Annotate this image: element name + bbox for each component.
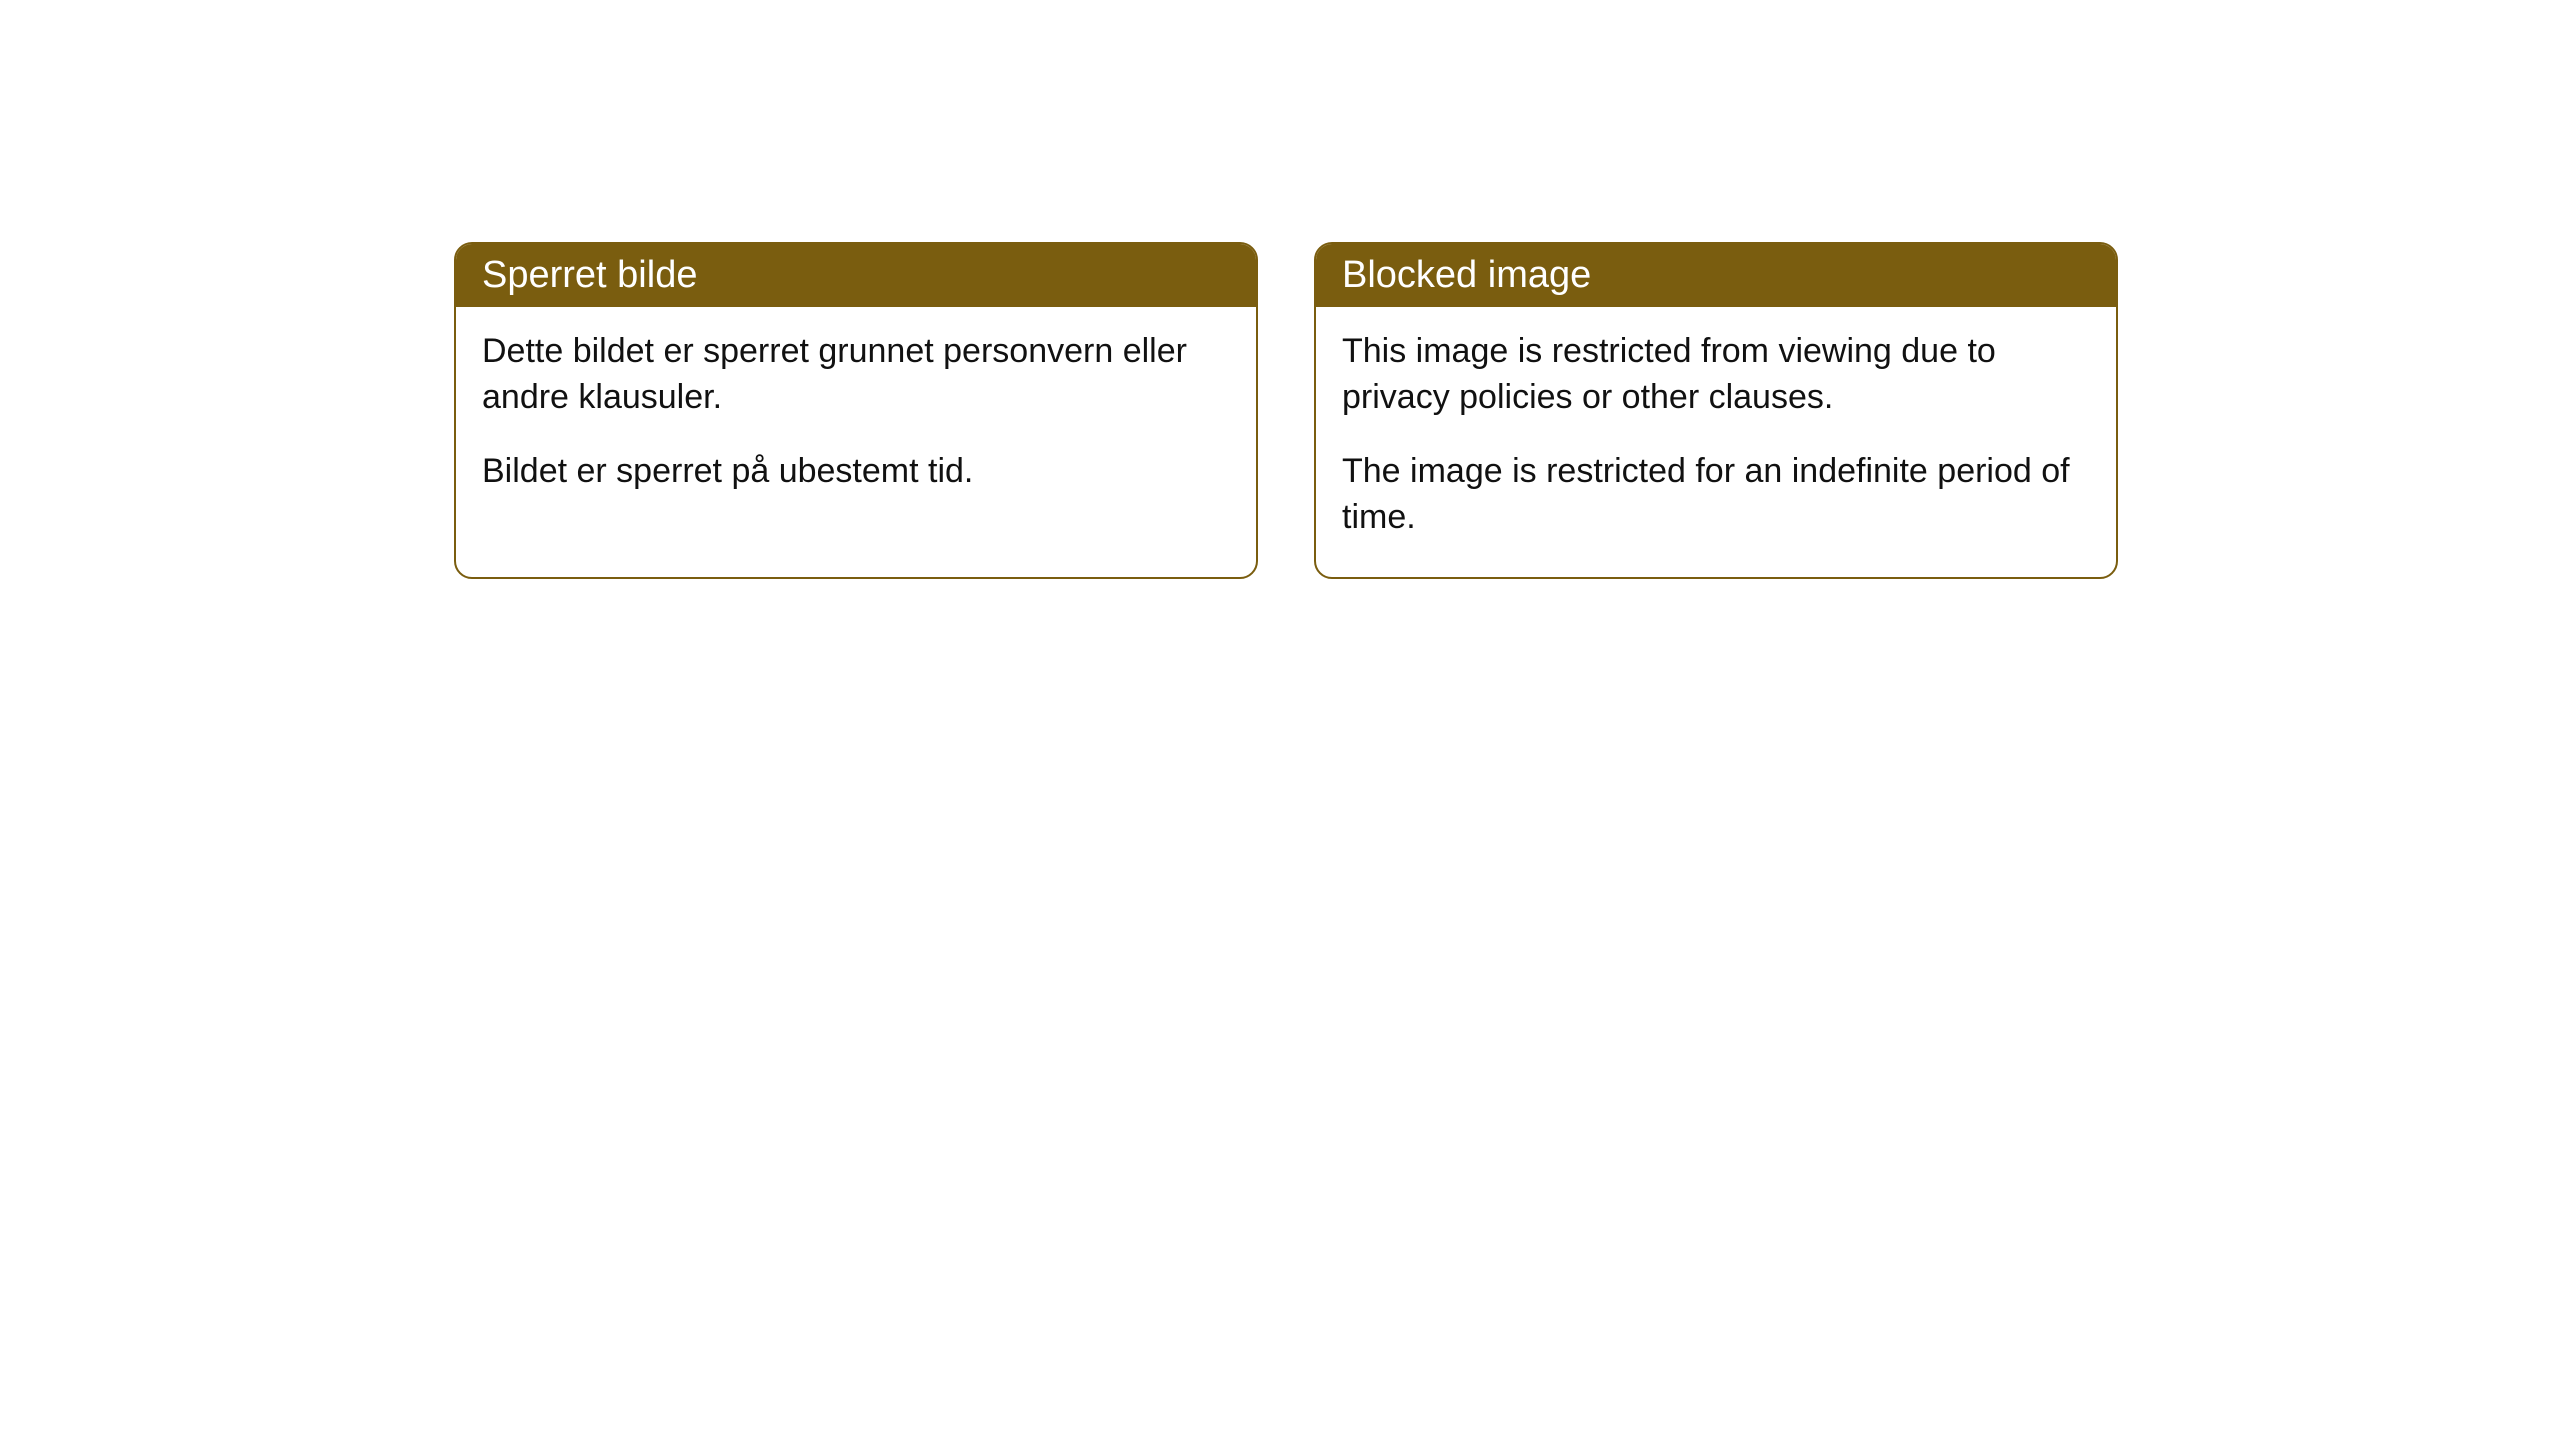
card-paragraph-2: Bildet er sperret på ubestemt tid. xyxy=(482,449,1230,495)
card-body: This image is restricted from viewing du… xyxy=(1316,307,2116,577)
card-paragraph-1: This image is restricted from viewing du… xyxy=(1342,329,2090,421)
blocked-image-card-norwegian: Sperret bilde Dette bildet er sperret gr… xyxy=(454,242,1258,579)
card-title: Blocked image xyxy=(1342,254,1591,296)
card-paragraph-1: Dette bildet er sperret grunnet personve… xyxy=(482,329,1230,421)
card-header: Blocked image xyxy=(1316,244,2116,307)
notice-cards-container: Sperret bilde Dette bildet er sperret gr… xyxy=(454,242,2118,579)
card-paragraph-2: The image is restricted for an indefinit… xyxy=(1342,449,2090,541)
blocked-image-card-english: Blocked image This image is restricted f… xyxy=(1314,242,2118,579)
card-title: Sperret bilde xyxy=(482,254,697,296)
card-header: Sperret bilde xyxy=(456,244,1256,307)
card-body: Dette bildet er sperret grunnet personve… xyxy=(456,307,1256,531)
